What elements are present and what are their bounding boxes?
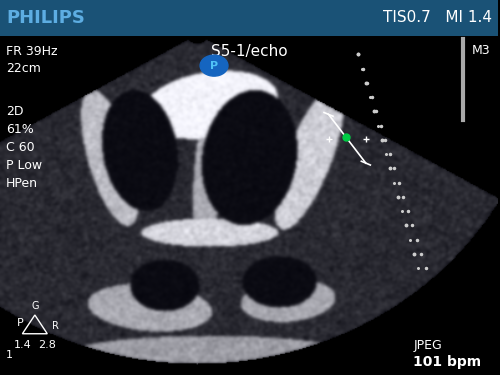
Text: 2D
61%
C 60
P Low
HPen: 2D 61% C 60 P Low HPen [6, 105, 42, 190]
Text: PHILIPS: PHILIPS [6, 9, 85, 27]
Text: FR 39Hz
22cm: FR 39Hz 22cm [6, 45, 58, 75]
Text: G: G [31, 301, 38, 310]
Circle shape [200, 55, 228, 76]
Text: 101 bpm: 101 bpm [413, 356, 482, 369]
Text: TIS0.7   MI 1.4: TIS0.7 MI 1.4 [383, 10, 492, 26]
FancyBboxPatch shape [0, 0, 498, 36]
Text: S5-1/echo: S5-1/echo [210, 44, 287, 59]
Text: 1.4: 1.4 [14, 340, 32, 350]
Text: 1: 1 [6, 350, 13, 360]
Text: R: R [52, 321, 59, 331]
Text: P: P [210, 61, 218, 70]
Text: P: P [16, 318, 24, 327]
Text: 2.8: 2.8 [38, 340, 56, 350]
Text: M3: M3 [472, 44, 490, 57]
Text: JPEG: JPEG [413, 339, 442, 352]
